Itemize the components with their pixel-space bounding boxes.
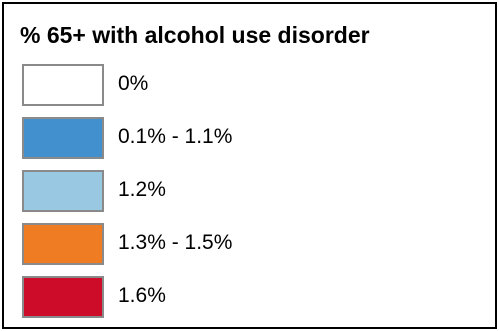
legend-label-4: 1.6%	[118, 284, 166, 307]
legend-title: % 65+ with alcohol use disorder	[20, 22, 370, 48]
legend-label-0: 0%	[118, 72, 149, 95]
legend-label-2: 1.2%	[118, 178, 166, 201]
legend-item-3: 1.3% - 1.5%	[22, 223, 462, 265]
legend-swatch-0	[22, 64, 104, 106]
legend-item-4: 1.6%	[22, 276, 462, 318]
legend-item-1: 0.1% - 1.1%	[22, 117, 462, 159]
legend-swatch-4	[22, 276, 104, 318]
legend-label-3: 1.3% - 1.5%	[118, 231, 233, 254]
legend-swatch-2	[22, 170, 104, 212]
legend-item-0: 0%	[22, 64, 462, 106]
legend-label-1: 0.1% - 1.1%	[118, 125, 233, 148]
legend-swatch-3	[22, 223, 104, 265]
legend-swatch-1	[22, 117, 104, 159]
map-legend: % 65+ with alcohol use disorder 0% 0.1% …	[2, 2, 497, 329]
legend-item-2: 1.2%	[22, 170, 462, 212]
